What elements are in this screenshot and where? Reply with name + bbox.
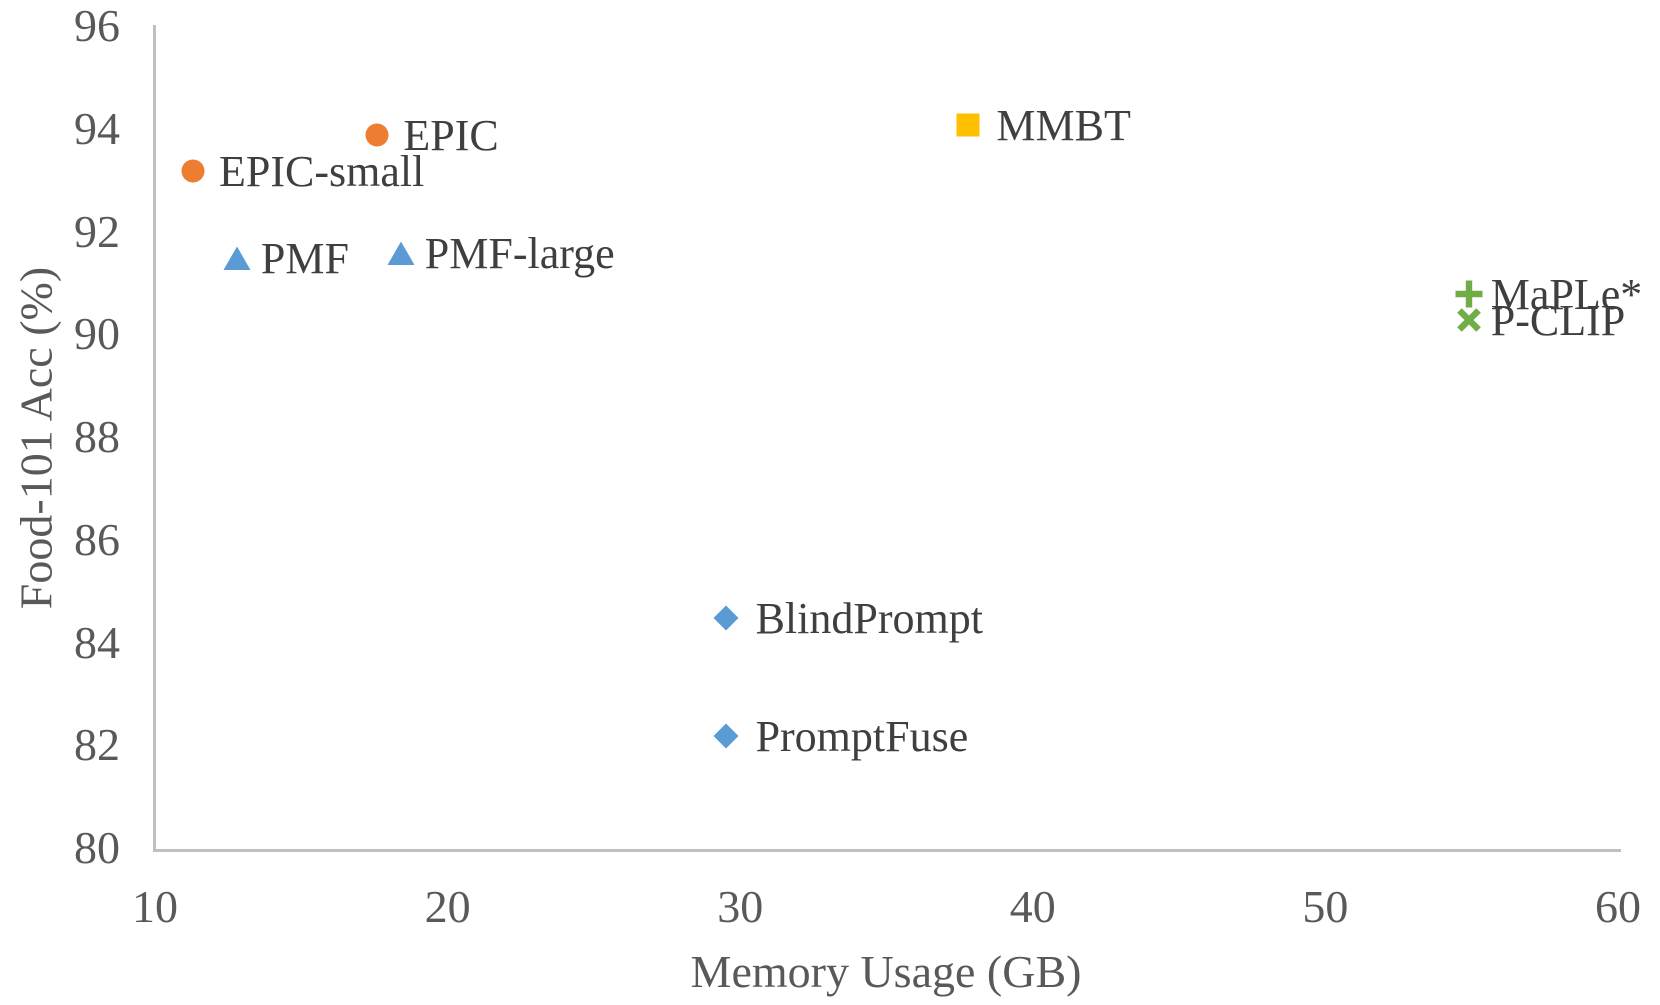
y-tick-label: 88 [74, 411, 120, 463]
y-tick-label: 86 [74, 513, 120, 565]
data-point-blindprompt-diamond-marker [711, 603, 741, 633]
data-point-label-promptfuse: PromptFuse [755, 711, 969, 761]
y-tick-label: 90 [74, 308, 120, 360]
data-point-pmf-triangle-marker [222, 243, 252, 273]
x-tick-label: 60 [1595, 881, 1641, 932]
data-point-label-mmbt: MMBT [996, 100, 1131, 150]
data-point-maple-plus-marker [1454, 279, 1484, 309]
x-tick-label: 10 [132, 881, 178, 932]
x-tick-label: 50 [1302, 881, 1349, 932]
y-axis-line [153, 25, 156, 852]
y-tick-label: 80 [74, 822, 120, 874]
y-tick-label: 82 [74, 719, 120, 771]
data-point-label-p-clip: P-CLIP [1490, 295, 1626, 345]
x-axis-line [153, 849, 1621, 852]
data-point-label-pmf: PMF [260, 234, 349, 284]
y-tick-label: 96 [74, 0, 120, 52]
x-tick-label: 40 [1009, 881, 1056, 932]
x-tick-label: 30 [717, 881, 764, 932]
y-tick-label: 92 [74, 205, 120, 257]
x-axis-title: Memory Usage (GB) [690, 946, 1082, 997]
data-point-mmbt-square-marker [953, 110, 983, 140]
x-tick-label: 20 [424, 881, 471, 932]
data-point-epic-circle-marker [362, 120, 392, 150]
data-point-pmf-large-triangle-marker [386, 238, 416, 268]
data-point-promptfuse-diamond-marker [711, 721, 741, 751]
data-point-label-maple: MaPLe* [1490, 270, 1643, 320]
y-tick-label: 84 [74, 616, 120, 668]
data-point-label-pmf-large: PMF-large [424, 228, 615, 278]
y-tick-label: 94 [74, 102, 120, 154]
data-point-p-clip-x-marker [1454, 305, 1484, 335]
data-point-label-epic-small: EPIC-small [219, 146, 425, 196]
data-point-epic-small-circle-marker [178, 156, 208, 186]
data-point-label-blindprompt: BlindPrompt [755, 593, 983, 643]
data-point-label-epic: EPIC [403, 110, 499, 160]
